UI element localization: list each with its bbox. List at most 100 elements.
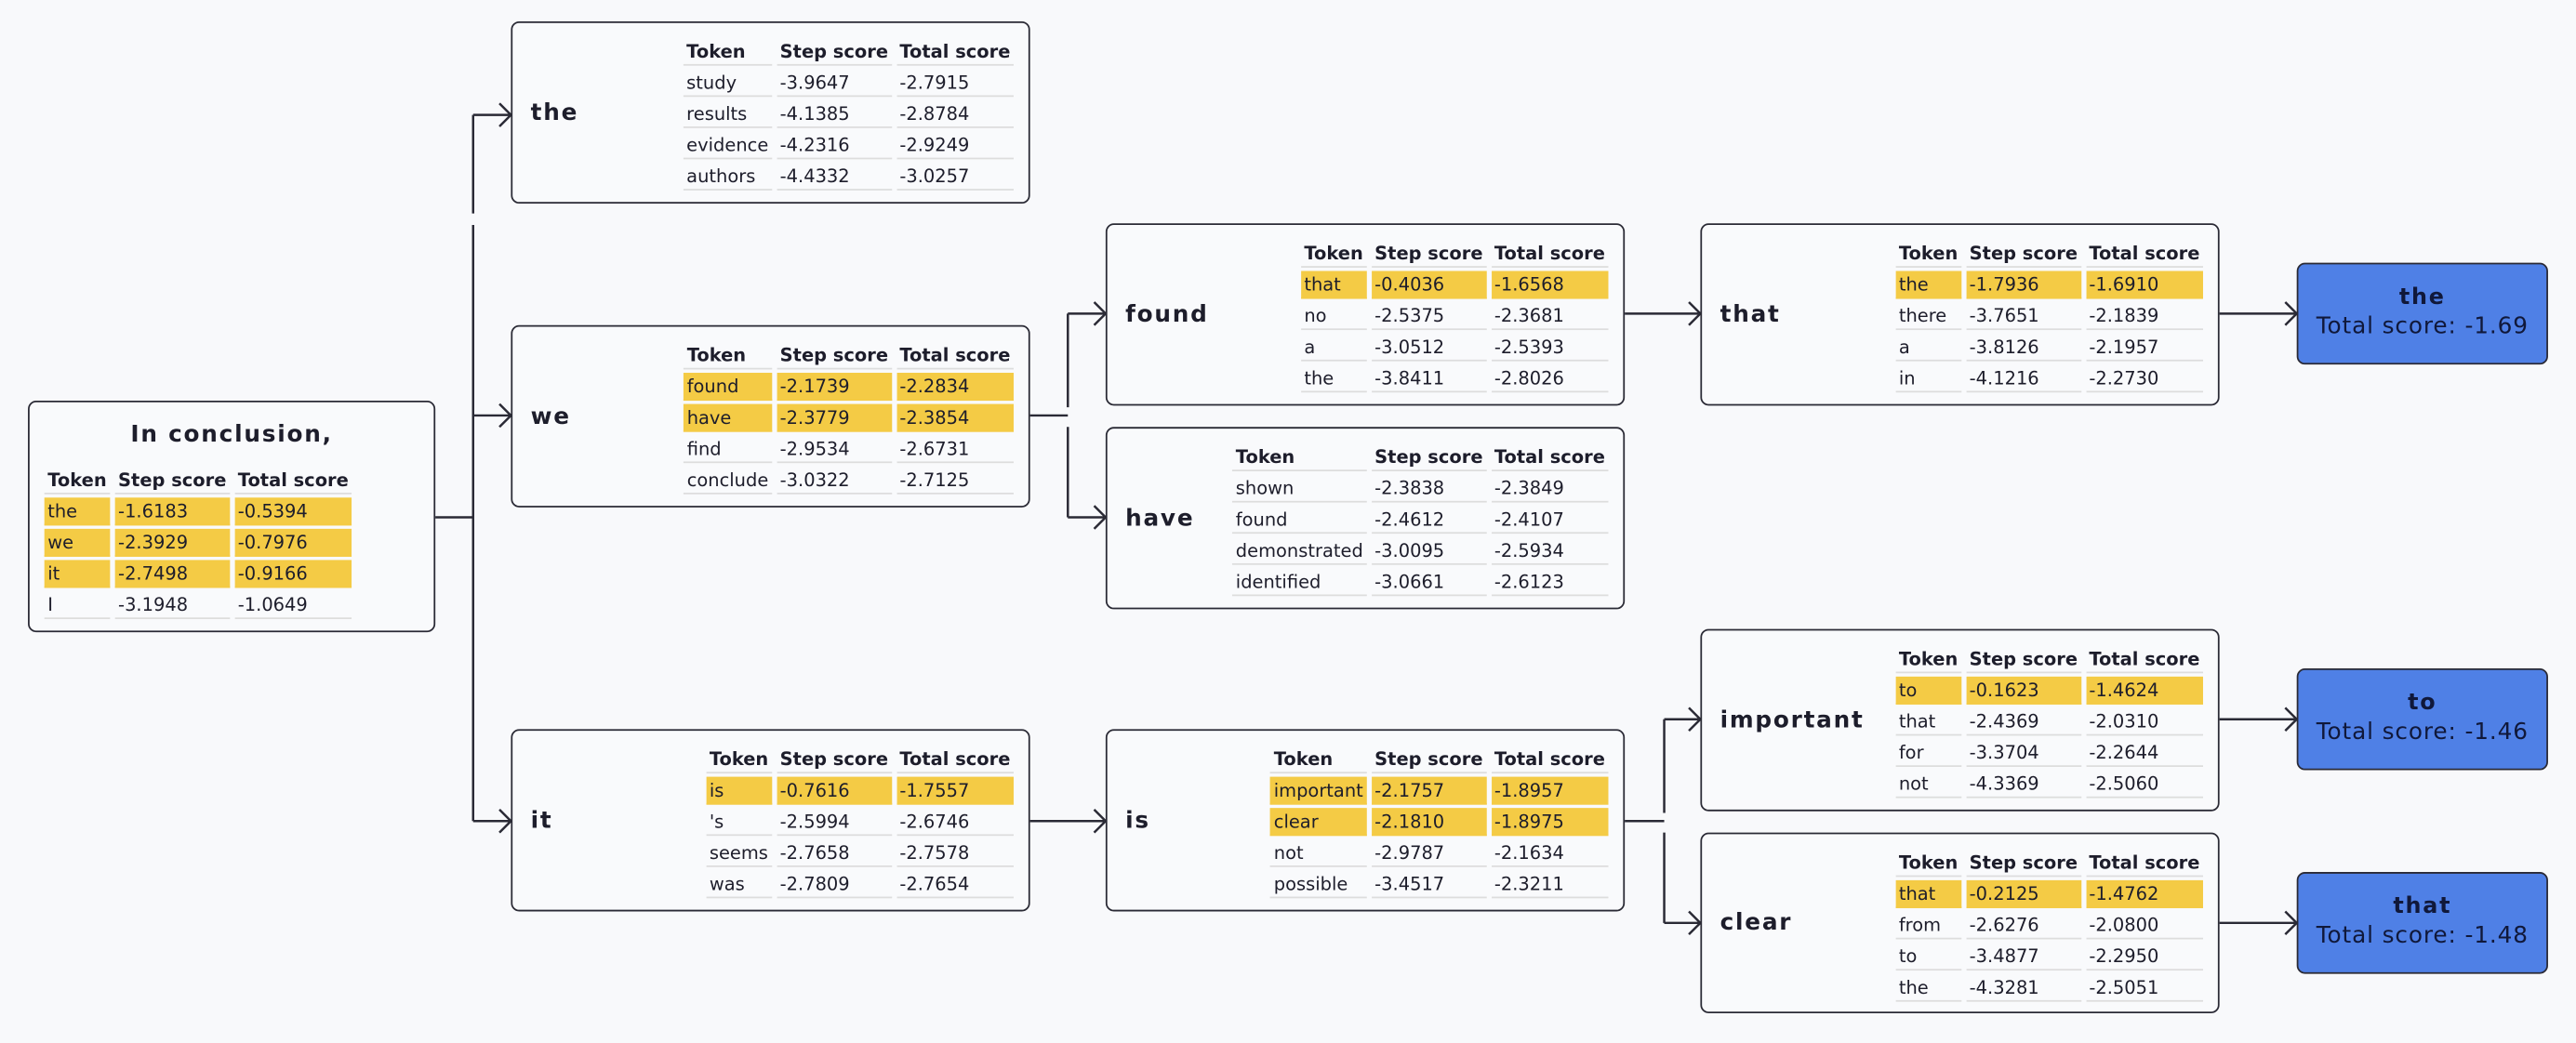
score-table: Token Step score Total score the -1.7936 -1.6… [1891, 236, 2208, 395]
token-row: a -3.8126 -2.1957 [1895, 334, 2203, 362]
column-header: Step score [777, 746, 892, 774]
score-cell: -1.4624 [2085, 676, 2203, 705]
token-cell: that [1895, 879, 1961, 908]
score-cell: -1.8957 [1491, 776, 1609, 805]
token-row: found -2.1739 -2.2834 [684, 373, 1014, 402]
token-cell: the [44, 497, 111, 526]
header-row: Token Step score Total score [1232, 443, 1609, 472]
score-cell: -2.3929 [114, 528, 230, 557]
score-cell: -2.5051 [2085, 974, 2203, 1002]
result-box: that Total score: -1.48 [2296, 872, 2548, 974]
header-row: Token Step score Total score [1300, 240, 1609, 268]
score-cell: -3.4877 [1966, 943, 2081, 971]
column-header: Total score [1491, 443, 1609, 472]
score-cell: -2.1839 [2085, 302, 2203, 331]
score-cell: -1.4762 [2085, 879, 2203, 908]
token-cell: find [684, 435, 772, 464]
token-row: conclude -3.0322 -2.7125 [684, 467, 1014, 495]
token-row: for -3.3704 -2.2644 [1895, 739, 2203, 767]
token-row: there -3.7651 -2.1839 [1895, 302, 2203, 331]
token-cell: that [1300, 271, 1367, 299]
score-cell: -2.2730 [2085, 364, 2203, 393]
score-cell: -2.6123 [1491, 568, 1609, 597]
node-label: it [530, 807, 553, 834]
score-cell: -2.5060 [2085, 771, 2203, 799]
token-cell: the [1895, 271, 1961, 299]
score-cell: -2.1757 [1371, 776, 1487, 805]
score-cell: -1.6568 [1491, 271, 1609, 299]
token-cell: authors [683, 163, 772, 191]
token-cell: evidence [683, 131, 772, 160]
edges [1029, 312, 1105, 519]
node-box: is Token Step score Total score important -2.… [1105, 729, 1626, 912]
token-cell: possible [1270, 870, 1367, 899]
column-header: Token [44, 467, 111, 495]
token-row: authors -4.4332 -3.0257 [683, 163, 1014, 191]
score-cell: -4.4332 [777, 163, 892, 191]
result-box: to Total score: -1.46 [2296, 667, 2548, 771]
token-cell: to [1895, 676, 1961, 705]
score-cell: -0.9166 [234, 560, 352, 588]
header-row: Token Step score Total score [1895, 645, 2203, 674]
node-box: important Token Step score Total score to -0.… [1700, 628, 2220, 812]
column-header: Step score [777, 38, 892, 66]
token-row: demonstrated -3.0095 -2.5934 [1232, 537, 1609, 565]
token-cell: for [1895, 739, 1961, 767]
column-header: Token [1895, 240, 1961, 268]
node-box: In conclusion, Token Step score Total score… [28, 401, 436, 633]
score-cell: -1.8975 [1491, 808, 1609, 837]
score-table: Token Step score Total score found -2.1739 -2… [679, 338, 1018, 497]
node-label: have [1125, 505, 1195, 532]
token-row: to -3.4877 -2.2950 [1895, 943, 2203, 971]
node-label: In conclusion, [130, 422, 333, 449]
token-row: important -2.1757 -1.8957 [1270, 776, 1609, 805]
score-cell: -0.4036 [1371, 271, 1487, 299]
score-cell: -2.7809 [777, 870, 892, 899]
score-cell: -3.0322 [777, 467, 892, 495]
score-table: Token Step score Total score is -0.7616 -1.75… [701, 742, 1018, 901]
column-header: Total score [2085, 240, 2203, 268]
token-cell: is [706, 776, 772, 805]
score-cell: -4.2316 [777, 131, 892, 160]
score-cell: -3.8126 [1966, 334, 2081, 362]
score-cell: -0.2125 [1966, 879, 2081, 908]
column-header: Token [1895, 849, 1961, 878]
token-row: clear -2.1810 -1.8975 [1270, 808, 1609, 837]
score-cell: -4.3369 [1966, 771, 2081, 799]
column-header: Token [684, 341, 772, 370]
token-row: to -0.1623 -1.4624 [1895, 676, 2203, 705]
header-row: Token Step score Total score [1895, 240, 2203, 268]
column-header: Step score [1371, 443, 1487, 472]
token-cell: was [706, 870, 772, 899]
header-row: Token Step score Total score [44, 467, 352, 495]
node-box: it Token Step score Total score is -0.7616 -1.… [511, 729, 1030, 912]
score-cell: -1.6910 [2085, 271, 2203, 299]
score-cell: -3.0512 [1371, 334, 1487, 362]
score-cell: -1.7557 [896, 776, 1014, 805]
token-row: 's -2.5994 -2.6746 [706, 808, 1014, 837]
score-cell: -2.6276 [1966, 911, 2081, 940]
token-row: identified -3.0661 -2.6123 [1232, 568, 1609, 597]
column-header: Total score [896, 746, 1014, 774]
token-cell: from [1895, 911, 1961, 940]
result-score: Total score: -1.48 [2316, 922, 2529, 950]
token-cell: a [1895, 334, 1961, 362]
score-cell: -1.7936 [1966, 271, 2081, 299]
header-row: Token Step score Total score [706, 746, 1014, 774]
score-cell: -2.2950 [2085, 943, 2203, 971]
score-cell: -3.7651 [1966, 302, 2081, 331]
score-cell: -3.1948 [114, 591, 230, 620]
result-score: Total score: -1.69 [2316, 313, 2529, 340]
token-cell: we [44, 528, 111, 557]
token-cell: study [683, 69, 772, 98]
token-row: have -2.3779 -2.3854 [684, 403, 1014, 432]
score-table: Token Step score Total score that -0.2125 -1.… [1891, 846, 2208, 1005]
score-cell: -2.9249 [896, 131, 1014, 160]
header-row: Token Step score Total score [683, 38, 1014, 66]
node-box: have Token Step score Total score shown -2.38… [1105, 427, 1626, 610]
token-row: study -3.9647 -2.7915 [683, 69, 1014, 98]
column-header: Step score [1371, 746, 1487, 774]
edges [435, 113, 510, 823]
header-row: Token Step score Total score [1270, 746, 1609, 774]
score-cell: -2.6731 [896, 435, 1014, 464]
